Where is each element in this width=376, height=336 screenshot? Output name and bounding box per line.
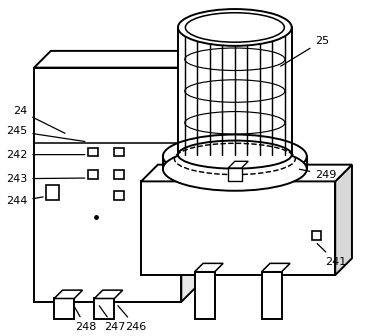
Bar — [34, 68, 181, 302]
Polygon shape — [54, 290, 83, 298]
Text: 244: 244 — [6, 197, 43, 206]
Polygon shape — [228, 161, 248, 168]
Text: 242: 242 — [6, 150, 85, 160]
Text: 249: 249 — [299, 169, 337, 180]
Text: 241: 241 — [317, 244, 346, 267]
Text: 247: 247 — [99, 306, 125, 332]
Bar — [312, 231, 321, 240]
Ellipse shape — [185, 13, 284, 42]
Bar — [114, 170, 124, 179]
Ellipse shape — [178, 9, 292, 46]
Polygon shape — [262, 263, 290, 272]
Polygon shape — [195, 263, 223, 272]
Polygon shape — [141, 165, 352, 181]
Polygon shape — [34, 51, 198, 68]
Text: 246: 246 — [118, 306, 147, 332]
Polygon shape — [335, 165, 352, 275]
Bar — [46, 185, 59, 200]
Bar — [114, 191, 124, 200]
Bar — [94, 298, 114, 319]
Text: 245: 245 — [6, 126, 85, 141]
Bar — [88, 148, 98, 156]
Bar — [262, 272, 282, 319]
Ellipse shape — [163, 134, 307, 178]
Polygon shape — [181, 51, 198, 302]
Text: 248: 248 — [74, 306, 97, 332]
Bar — [114, 148, 124, 156]
Polygon shape — [94, 290, 123, 298]
Ellipse shape — [163, 147, 307, 191]
Bar — [195, 272, 215, 319]
Bar — [178, 28, 292, 155]
Bar — [228, 168, 241, 181]
Bar — [141, 181, 335, 275]
Text: 243: 243 — [6, 174, 85, 184]
Bar — [88, 170, 98, 179]
Text: 24: 24 — [13, 106, 65, 133]
Bar — [54, 298, 74, 319]
Text: 25: 25 — [281, 36, 329, 66]
Ellipse shape — [178, 140, 292, 169]
